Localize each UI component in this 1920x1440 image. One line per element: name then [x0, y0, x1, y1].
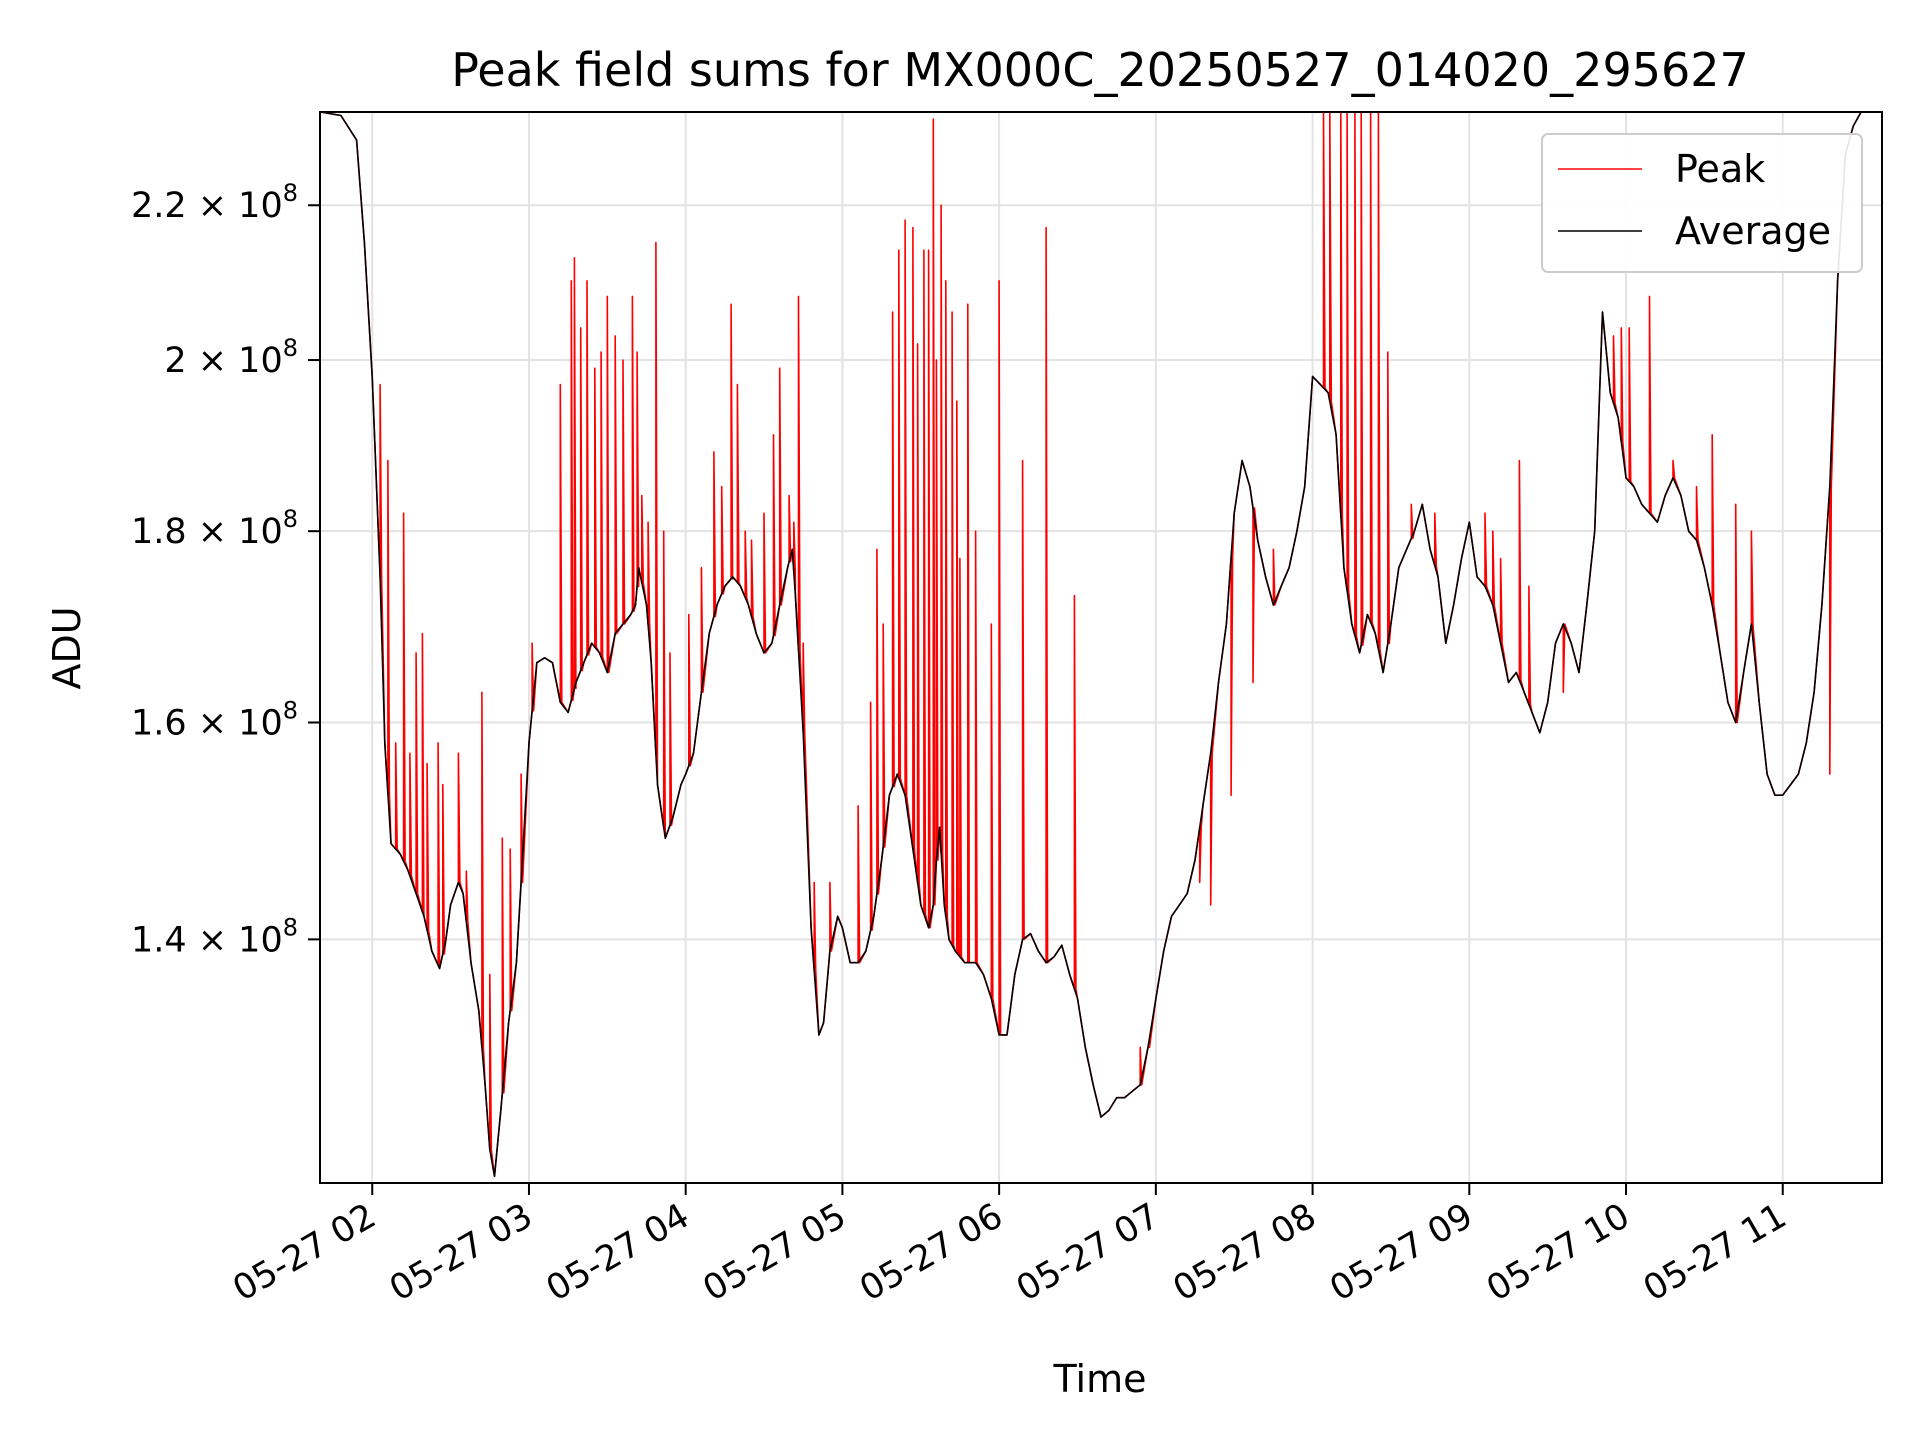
y-tick-label: 2.2 × 108: [131, 179, 298, 226]
y-axis: 1.4 × 108 1.6 × 108 1.8 × 108 2 × 108 2.2 × …: [131, 179, 320, 960]
legend: Peak Average: [1541, 133, 1863, 273]
legend-peak-label: Peak: [1675, 147, 1765, 191]
average-line: [320, 112, 1862, 1178]
average-series: [320, 112, 1862, 1178]
plot-area: [320, 112, 1862, 1178]
y-axis-label: ADU: [45, 606, 89, 689]
chart-title: Peak field sums for MX000C_20250527_0140…: [451, 43, 1749, 97]
y-tick-label: 2 × 108: [164, 334, 298, 381]
x-axis-label: Time: [1053, 1357, 1147, 1401]
grid: [320, 112, 1882, 1183]
y-tick-label: 1.8 × 108: [131, 505, 298, 552]
plot-frame: [319, 111, 1883, 1184]
legend-average-label: Average: [1675, 209, 1831, 253]
y-tick-label: 1.6 × 108: [131, 696, 298, 743]
y-tick-label: 1.4 × 108: [131, 913, 298, 960]
